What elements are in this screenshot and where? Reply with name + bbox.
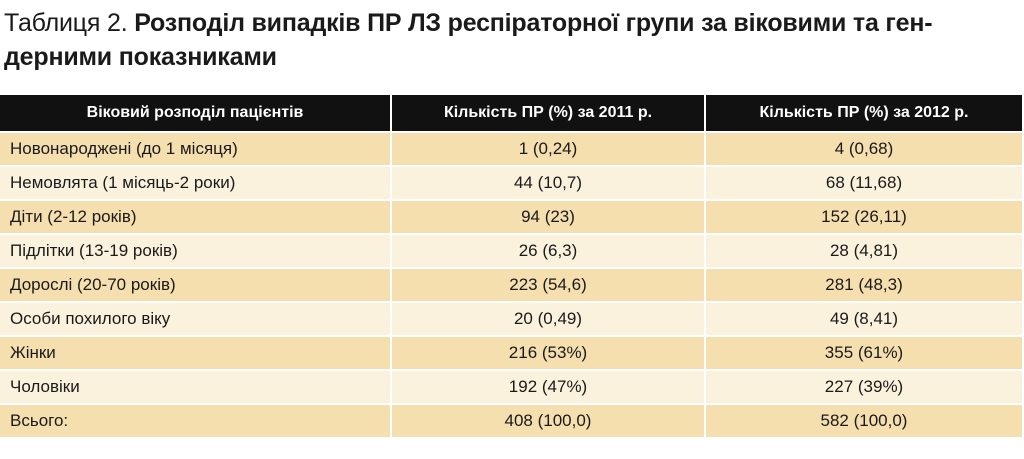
value-2011: 223 (54,6): [392, 267, 706, 301]
table-row: Жінки 216 (53%) 355 (61%): [0, 335, 1022, 369]
table-row: Особи похилого віку 20 (0,49) 49 (8,41): [0, 301, 1022, 335]
value-2012: 281 (48,3): [706, 267, 1022, 301]
value-2012: 28 (4,81): [706, 233, 1022, 267]
table-row: Дорослі (20-70 років) 223 (54,6) 281 (48…: [0, 267, 1022, 301]
value-2011: 192 (47%): [392, 369, 706, 403]
data-table: Віковий розподіл пацієнтів Кількість ПР …: [0, 95, 1022, 437]
table-row: Діти (2-12 років) 94 (23) 152 (26,11): [0, 199, 1022, 233]
value-2011: 1 (0,24): [392, 131, 706, 165]
row-label: Чоловіки: [0, 369, 392, 403]
value-2011: 26 (6,3): [392, 233, 706, 267]
value-2011: 216 (53%): [392, 335, 706, 369]
value-2012: 4 (0,68): [706, 131, 1022, 165]
value-2011: 20 (0,49): [392, 301, 706, 335]
value-2012: 355 (61%): [706, 335, 1022, 369]
table-caption: Таблиця 2. Розподіл випадків ПР ЛЗ респі…: [4, 6, 1014, 74]
row-label: Підлітки (13-19 років): [0, 233, 392, 267]
value-2012: 582 (100,0): [706, 403, 1022, 437]
row-label: Жінки: [0, 335, 392, 369]
value-2011: 44 (10,7): [392, 165, 706, 199]
header-row: Віковий розподіл пацієнтів Кількість ПР …: [0, 95, 1022, 131]
caption-label: Таблиця 2.: [4, 9, 135, 37]
header-age: Віковий розподіл пацієнтів: [0, 95, 392, 131]
table-row-total: Всього: 408 (100,0) 582 (100,0): [0, 403, 1022, 437]
row-label: Діти (2-12 років): [0, 199, 392, 233]
value-2012: 49 (8,41): [706, 301, 1022, 335]
value-2012: 68 (11,68): [706, 165, 1022, 199]
table-row: Немовлята (1 місяць-2 роки) 44 (10,7) 68…: [0, 165, 1022, 199]
table-row: Новонароджені (до 1 місяця) 1 (0,24) 4 (…: [0, 131, 1022, 165]
row-label: Всього:: [0, 403, 392, 437]
value-2011: 94 (23): [392, 199, 706, 233]
header-2011: Кількість ПР (%) за 2011 р.: [392, 95, 706, 131]
value-2012: 227 (39%): [706, 369, 1022, 403]
row-label: Немовлята (1 місяць-2 роки): [0, 165, 392, 199]
table-row: Підлітки (13-19 років) 26 (6,3) 28 (4,81…: [0, 233, 1022, 267]
header-2012: Кількість ПР (%) за 2012 р.: [706, 95, 1022, 131]
value-2011: 408 (100,0): [392, 403, 706, 437]
caption-title: Розподіл випадків ПР ЛЗ респіраторної гр…: [4, 9, 933, 71]
row-label: Дорослі (20-70 років): [0, 267, 392, 301]
row-label: Особи похилого віку: [0, 301, 392, 335]
value-2012: 152 (26,11): [706, 199, 1022, 233]
row-label: Новонароджені (до 1 місяця): [0, 131, 392, 165]
table-row: Чоловіки 192 (47%) 227 (39%): [0, 369, 1022, 403]
